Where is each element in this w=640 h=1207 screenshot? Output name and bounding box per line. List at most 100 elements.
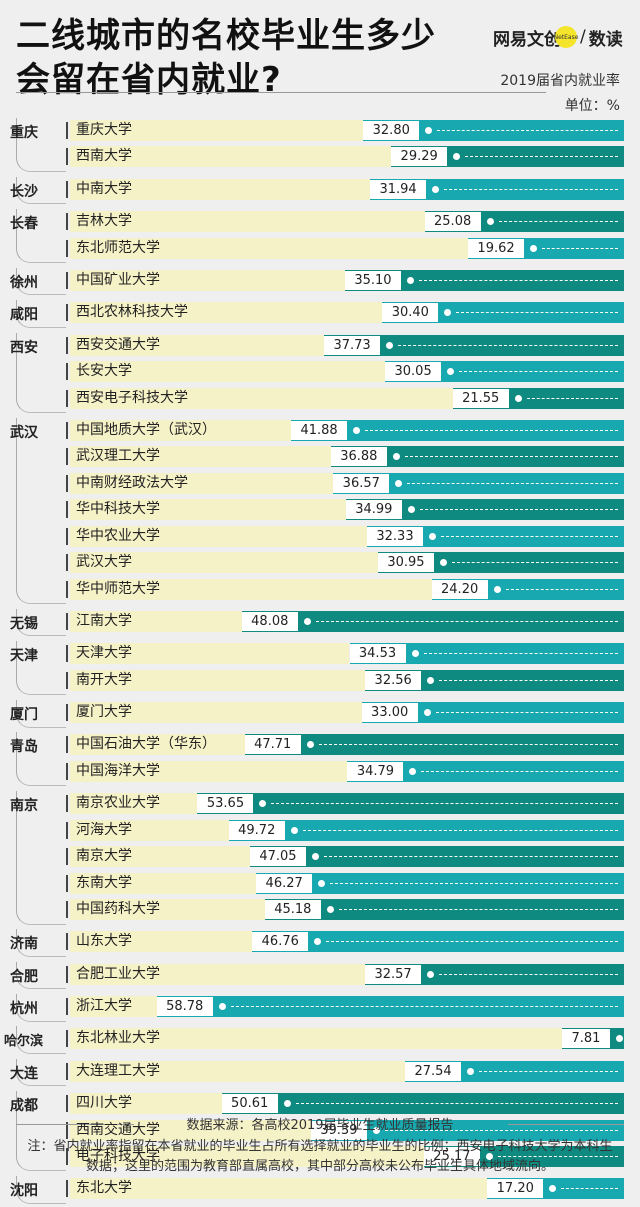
bar-dot <box>486 218 494 226</box>
bar-dot <box>290 826 298 834</box>
row-separator <box>66 1062 68 1080</box>
bar-dot <box>326 906 334 914</box>
university-label: 华中农业大学 <box>76 527 160 544</box>
row-separator <box>66 501 68 519</box>
city-group-bracket <box>16 118 66 172</box>
unit-label: 单位：% <box>564 98 620 114</box>
city-label: 武汉 <box>10 424 38 441</box>
row-background <box>70 1178 488 1200</box>
row-separator <box>66 795 68 813</box>
university-label: 中国石油大学（华东） <box>76 736 216 753</box>
row-separator <box>66 1180 68 1198</box>
city-group-bracket <box>16 1176 66 1204</box>
row-separator <box>66 848 68 866</box>
value-label: 41.88 <box>291 420 348 440</box>
university-label: 西北农林科技大学 <box>76 304 188 321</box>
value-label: 7.81 <box>561 1029 610 1049</box>
bar: 25.17 <box>423 1146 624 1168</box>
city-group-bracket <box>16 332 66 413</box>
row-background <box>70 419 292 441</box>
bar-dot <box>395 479 403 487</box>
bar-dot <box>467 1067 475 1075</box>
bar: 34.99 <box>345 499 624 521</box>
row-separator <box>66 336 68 354</box>
row-separator <box>66 704 68 722</box>
bar: 25.08 <box>424 211 624 233</box>
row-separator <box>66 933 68 951</box>
bar: 37.73 <box>324 334 624 356</box>
data-source: 数据来源：各高校2019届毕业生就业质量报告 <box>186 1118 454 1133</box>
footer-divider-left <box>16 1124 134 1125</box>
city-label: 哈尔滨 <box>4 1034 44 1050</box>
bar: 35.10 <box>344 269 624 291</box>
value-label: 32.56 <box>365 670 422 690</box>
bar-dash-line <box>439 679 618 681</box>
bar-dot <box>485 1153 493 1161</box>
bar: 41.88 <box>291 419 624 441</box>
row-separator <box>66 1030 68 1048</box>
row-separator <box>66 180 68 198</box>
value-label: 36.57 <box>333 473 390 493</box>
bar-dash-line <box>419 509 618 511</box>
city-group-bracket <box>16 176 66 205</box>
bar-dot <box>406 276 414 284</box>
bar-dash-line <box>444 188 618 190</box>
university-label: 武汉理工大学 <box>76 448 160 465</box>
university-label: 中南大学 <box>76 180 132 197</box>
bar-dash-line <box>418 279 618 281</box>
bar-dash-line <box>230 1006 618 1008</box>
row-separator <box>66 448 68 466</box>
value-label: 46.76 <box>252 932 309 952</box>
city-group-bracket <box>16 608 66 637</box>
bar: 32.57 <box>365 963 624 985</box>
value-label: 50.61 <box>221 1094 278 1114</box>
bar-dot <box>386 341 394 349</box>
bar-dot <box>425 127 433 134</box>
row-background <box>70 872 257 894</box>
row-background <box>70 302 383 324</box>
row-background <box>70 361 386 383</box>
row-background <box>70 996 157 1018</box>
bar-dash-line <box>497 1156 618 1158</box>
row-separator <box>66 271 68 289</box>
city-label: 长春 <box>10 216 38 233</box>
row-background <box>70 931 253 953</box>
row-background <box>70 702 362 724</box>
bar-dot <box>409 767 417 775</box>
bar-dash-line <box>451 562 618 564</box>
row-separator <box>66 363 68 381</box>
bar: 29.29 <box>391 146 624 168</box>
row-separator <box>66 1148 68 1166</box>
university-label: 中南财经政法大学 <box>76 474 188 491</box>
value-label: 49.72 <box>228 820 285 840</box>
bar: 32.56 <box>365 669 624 691</box>
university-label: 江南大学 <box>76 612 132 629</box>
city-group-bracket <box>16 700 66 728</box>
value-label: 17.20 <box>487 1179 544 1199</box>
footnote: 注：省内就业率指留在本省就业的毕业生占所有选择就业的毕业生的比例；西安电子科技大… <box>27 1139 613 1174</box>
bar-dot <box>493 585 501 593</box>
bar: 53.65 <box>197 793 624 815</box>
bar-dash-line <box>384 1129 618 1131</box>
bar-dot <box>318 879 326 887</box>
city-group-bracket <box>16 1091 66 1172</box>
bar-dash-line <box>326 941 618 943</box>
city-group-bracket <box>16 209 66 264</box>
value-label: 31.94 <box>370 179 427 199</box>
university-label: 中国海洋大学 <box>76 762 160 779</box>
chart-title: 2019届省内就业率 <box>500 73 620 89</box>
city-label: 咸阳 <box>10 307 38 324</box>
bar: 33.00 <box>361 702 624 724</box>
bar-dot <box>423 709 431 717</box>
row-background <box>70 643 350 665</box>
row-background <box>70 899 265 921</box>
university-label: 西安交通大学 <box>76 336 160 353</box>
bar: 32.80 <box>363 120 624 141</box>
bar: 36.88 <box>330 446 624 468</box>
university-label: 吉林大学 <box>76 213 132 230</box>
bar: 31.94 <box>370 178 624 200</box>
value-label: 53.65 <box>197 794 254 814</box>
value-label: 34.99 <box>345 500 402 520</box>
bar: 24.20 <box>431 578 624 600</box>
bar: 48.08 <box>241 610 624 632</box>
